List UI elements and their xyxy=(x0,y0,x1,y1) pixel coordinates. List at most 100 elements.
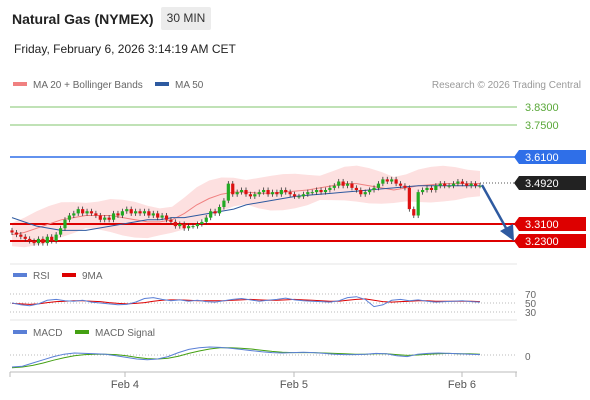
candle-body xyxy=(58,228,63,235)
candle-body xyxy=(63,219,67,229)
candle-body xyxy=(469,183,473,186)
chart-header: Natural Gas (NYMEX) 30 MIN xyxy=(0,0,590,36)
legend-swatch xyxy=(75,330,89,335)
candle-body xyxy=(200,221,204,224)
legend-swatch xyxy=(13,330,27,335)
candle-body xyxy=(173,221,177,227)
candle-body xyxy=(50,236,54,241)
candle-body xyxy=(85,211,89,214)
rsi-line xyxy=(11,296,481,308)
level-tag-3-23: 3.2300 xyxy=(514,234,586,248)
candle-body xyxy=(125,209,129,212)
candle-body xyxy=(94,213,98,216)
legend-rsi-9ma: 9MA xyxy=(62,271,103,282)
candle-body xyxy=(120,211,124,216)
candle-body xyxy=(226,183,230,201)
legend-label: MACD Signal xyxy=(95,328,156,339)
candle-body xyxy=(103,217,107,220)
candle-body xyxy=(288,192,292,195)
x-tick-label: Feb 4 xyxy=(111,379,139,391)
level-label: 3.4920 xyxy=(525,178,559,190)
candle-body xyxy=(191,226,195,228)
candle-body xyxy=(28,238,32,241)
legend-swatch xyxy=(13,273,27,278)
bollinger-bands xyxy=(12,165,480,248)
candle-body xyxy=(438,183,442,186)
legend-ma50: MA 50 xyxy=(155,80,203,91)
level-label: 3.2300 xyxy=(525,236,559,248)
candle-body xyxy=(76,209,80,214)
legend-swatch xyxy=(62,273,76,278)
candle-body xyxy=(297,196,301,198)
candle-body xyxy=(89,211,94,214)
candle-body xyxy=(460,181,464,184)
candle-body xyxy=(160,215,164,218)
legend-label: 9MA xyxy=(82,271,103,282)
candle-body xyxy=(147,211,151,216)
candle-body xyxy=(447,185,451,187)
candle-body xyxy=(248,194,253,197)
candle-body xyxy=(372,187,376,190)
candle-body xyxy=(244,190,248,195)
candle-body xyxy=(390,179,394,182)
candle-body xyxy=(315,190,319,193)
candle-body xyxy=(381,179,385,184)
candle-body xyxy=(465,183,469,186)
forecast-arrow xyxy=(480,184,514,241)
candle-body xyxy=(81,209,85,214)
candle-body xyxy=(217,207,222,214)
candle-body xyxy=(275,192,279,195)
candle-body xyxy=(107,217,111,220)
instrument-title: Natural Gas (NYMEX) xyxy=(12,11,154,27)
x-tick-label: Feb 5 xyxy=(280,379,308,391)
candle-body xyxy=(164,215,169,220)
candle-body xyxy=(239,190,244,193)
legend-macd: MACD xyxy=(13,328,62,339)
candle-body xyxy=(178,224,182,227)
price-candles xyxy=(10,176,482,246)
candle-body xyxy=(72,213,76,216)
level-tag-3-75: 3.7500 xyxy=(525,120,559,132)
legend-label: MACD xyxy=(33,328,63,339)
candle-body xyxy=(19,234,23,237)
candle-body xyxy=(394,179,398,184)
candle-body xyxy=(421,190,425,193)
legend-swatch xyxy=(13,82,27,87)
candle-body xyxy=(451,183,456,186)
candle-body xyxy=(425,187,429,190)
candle-body xyxy=(412,209,416,216)
candle-body xyxy=(235,192,239,195)
legend-label: MA 20 + Bollinger Bands xyxy=(33,80,143,91)
last-price-tag: 3.4920 xyxy=(514,176,586,190)
level-label: 3.7500 xyxy=(525,120,559,132)
candle-body xyxy=(67,215,71,220)
chart-timestamp: Friday, February 6, 2026 3:14:19 AM CET xyxy=(14,42,236,56)
candle-body xyxy=(129,209,133,214)
level-tag-3-31: 3.3100 xyxy=(514,217,586,231)
candle-body xyxy=(41,238,45,244)
candle-body xyxy=(323,190,328,193)
ma50-line xyxy=(11,185,480,231)
timeframe-button[interactable]: 30 MIN xyxy=(161,7,211,30)
candle-body xyxy=(284,190,288,193)
candle-body xyxy=(332,185,336,188)
candle-body xyxy=(134,211,138,214)
rsi-ma-line xyxy=(11,298,481,305)
candle-body xyxy=(253,194,257,197)
candle-body xyxy=(116,213,120,216)
legend-label: MA 50 xyxy=(175,80,204,91)
level-label: 3.6100 xyxy=(525,152,559,164)
candle-body xyxy=(45,236,49,244)
candle-body xyxy=(111,213,116,220)
candle-body xyxy=(266,190,270,195)
candle-body xyxy=(36,238,41,244)
candle-body xyxy=(319,190,323,193)
candle-body xyxy=(292,194,297,197)
level-label: 3.3100 xyxy=(525,219,559,231)
rsi-tick-label: 30 xyxy=(525,308,537,319)
candle-body xyxy=(54,234,58,241)
candle-body xyxy=(23,236,27,239)
candle-body xyxy=(359,190,363,195)
candle-body xyxy=(456,181,460,184)
